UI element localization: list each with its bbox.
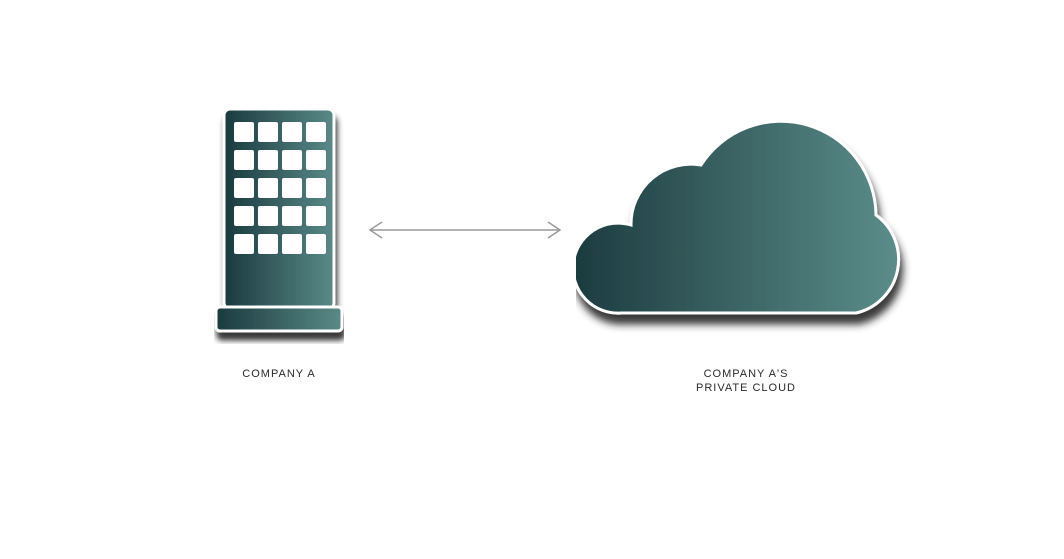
cloud-label: COMPANY A'S PRIVATE CLOUD	[576, 368, 916, 396]
building-icon	[214, 104, 344, 344]
cloud-label-line2: PRIVATE CLOUD	[696, 382, 796, 394]
company-label: COMPANY A	[214, 368, 344, 382]
bidirectional-arrow	[360, 218, 570, 242]
cloud-icon	[576, 88, 916, 348]
cloud-node	[576, 88, 916, 353]
diagram-canvas: COMPANY A COMPANY A'S PRIVATE CLOUD	[0, 0, 1064, 559]
arrow-icon	[360, 218, 570, 242]
company-node	[214, 104, 344, 349]
cloud-label-line1: COMPANY A'S	[704, 368, 789, 380]
